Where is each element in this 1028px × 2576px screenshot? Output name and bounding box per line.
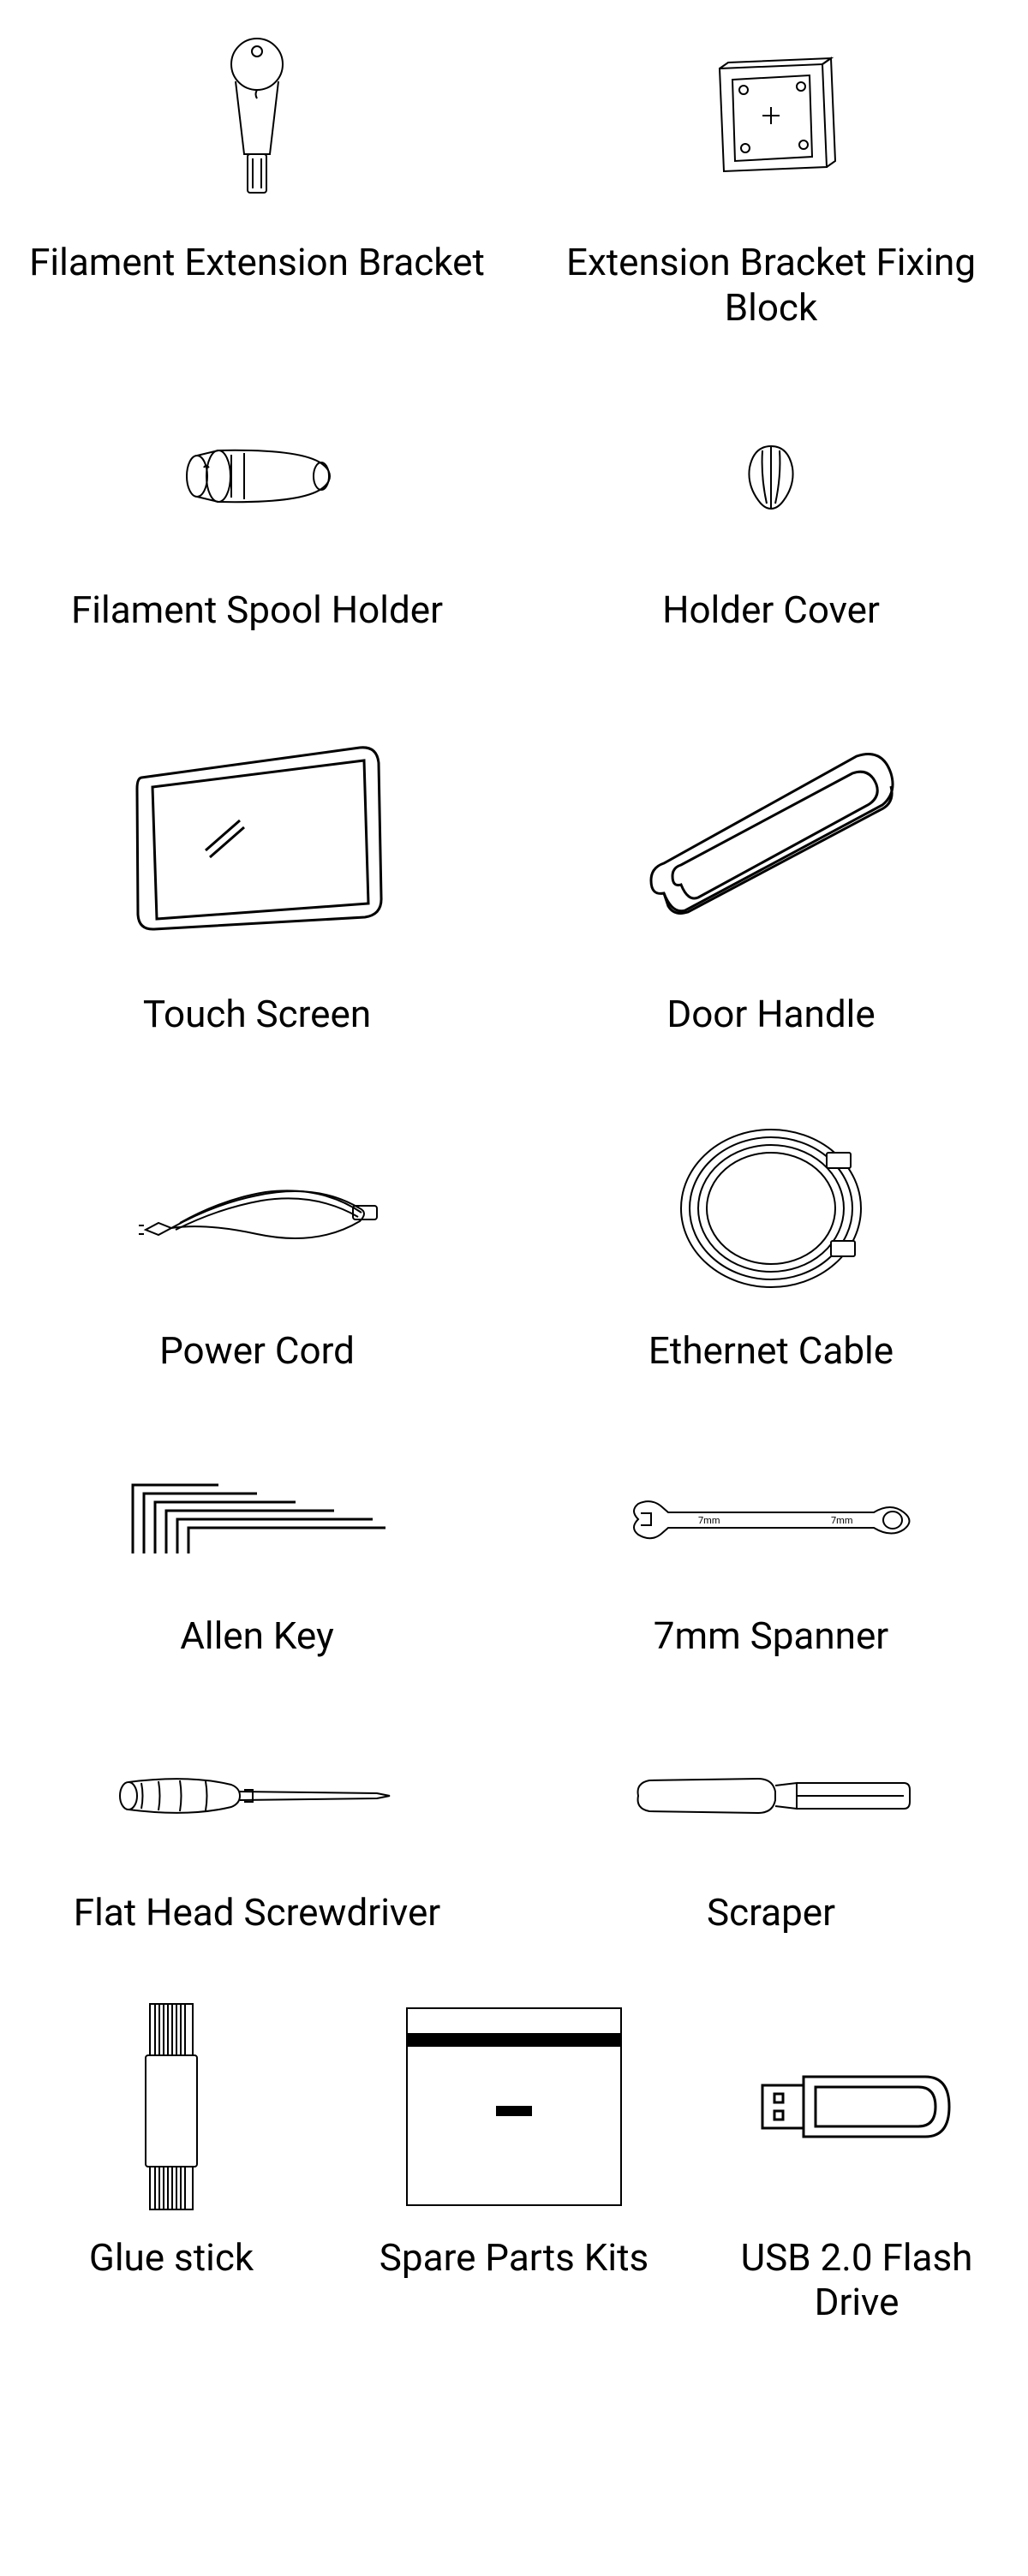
cell-allen-key: Allen Key	[0, 1425, 514, 1659]
parts-row-4: Power Cord Ethernet Cable	[0, 1088, 1028, 1374]
cell-filament-spool-holder: Filament Spool Holder	[0, 365, 514, 633]
spare-parts-kits-label: Spare Parts Kits	[380, 2235, 648, 2281]
touch-screen-label: Touch Screen	[143, 992, 371, 1037]
scraper-icon	[523, 1702, 1019, 1890]
cell-door-handle: Door Handle	[514, 683, 1028, 1037]
holder-cover-label: Holder Cover	[662, 587, 880, 633]
parts-row-6: Flat Head Screwdriver Scraper	[0, 1702, 1028, 1935]
svg-text:7mm: 7mm	[698, 1515, 720, 1526]
door-handle-icon	[523, 683, 1019, 992]
filament-extension-bracket-icon	[9, 0, 505, 240]
holder-cover-icon	[523, 365, 1019, 587]
parts-row-5: Allen Key 7mm 7mm 7mm Spanner	[0, 1425, 1028, 1659]
extension-bracket-fixing-block-label: Extension Bracket Fixing Block	[523, 240, 1019, 331]
glue-stick-label: Glue stick	[89, 2235, 254, 2281]
cell-filament-extension-bracket: Filament Extension Bracket	[0, 0, 514, 331]
allen-key-label: Allen Key	[180, 1613, 334, 1659]
ethernet-cable-icon	[523, 1088, 1019, 1328]
cell-flat-head-screwdriver: Flat Head Screwdriver	[0, 1702, 514, 1935]
power-cord-icon	[9, 1088, 505, 1328]
svg-text:7mm: 7mm	[831, 1515, 852, 1526]
cell-holder-cover: Holder Cover	[514, 365, 1028, 633]
power-cord-label: Power Cord	[159, 1328, 355, 1374]
scraper-label: Scraper	[707, 1890, 835, 1935]
cell-extension-bracket-fixing-block: Extension Bracket Fixing Block	[514, 0, 1028, 331]
parts-row-7: Glue stick Spare Parts Kits USB 2.0 Flas…	[0, 1978, 1028, 2326]
allen-key-icon	[9, 1425, 505, 1613]
cell-usb-flash-drive: USB 2.0 Flash Drive	[685, 1978, 1028, 2326]
filament-spool-holder-label: Filament Spool Holder	[71, 587, 443, 633]
cell-glue-stick: Glue stick	[0, 1978, 343, 2326]
cell-spare-parts-kits: Spare Parts Kits	[343, 1978, 685, 2326]
parts-row-2: Filament Spool Holder Holder Cover	[0, 365, 1028, 633]
extension-bracket-fixing-block-icon	[523, 0, 1019, 240]
ethernet-cable-label: Ethernet Cable	[648, 1328, 894, 1374]
spanner-icon: 7mm 7mm	[523, 1425, 1019, 1613]
cell-ethernet-cable: Ethernet Cable	[514, 1088, 1028, 1374]
glue-stick-icon	[9, 1978, 334, 2235]
parts-row-1: Filament Extension Bracket Extension Bra…	[0, 0, 1028, 331]
touch-screen-icon	[9, 683, 505, 992]
filament-extension-bracket-label: Filament Extension Bracket	[29, 240, 485, 285]
cell-power-cord: Power Cord	[0, 1088, 514, 1374]
usb-flash-drive-label: USB 2.0 Flash Drive	[694, 2235, 1019, 2326]
screwdriver-label: Flat Head Screwdriver	[74, 1890, 440, 1935]
usb-flash-drive-icon	[694, 1978, 1019, 2235]
cell-7mm-spanner: 7mm 7mm 7mm Spanner	[514, 1425, 1028, 1659]
cell-scraper: Scraper	[514, 1702, 1028, 1935]
filament-spool-holder-icon	[9, 365, 505, 587]
door-handle-label: Door Handle	[666, 992, 875, 1037]
cell-touch-screen: Touch Screen	[0, 683, 514, 1037]
parts-row-3: Touch Screen Door Handle	[0, 683, 1028, 1037]
spare-parts-kits-icon	[351, 1978, 677, 2235]
spanner-label: 7mm Spanner	[654, 1613, 888, 1659]
screwdriver-icon	[9, 1702, 505, 1890]
